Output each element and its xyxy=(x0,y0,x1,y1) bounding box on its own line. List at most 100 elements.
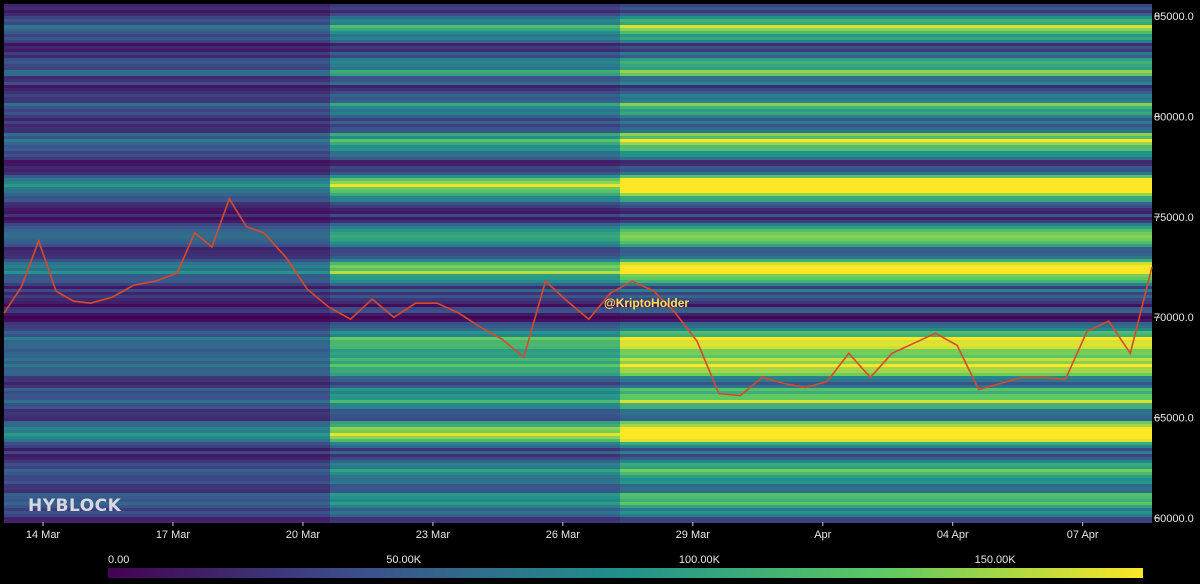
heat-cell xyxy=(330,31,620,34)
heat-cell xyxy=(330,418,620,421)
heat-cell xyxy=(330,220,620,223)
heat-cell xyxy=(4,259,330,262)
heat-cell xyxy=(330,10,620,13)
heat-cell xyxy=(620,211,1152,214)
heat-cell xyxy=(4,502,330,505)
heat-cell xyxy=(620,67,1152,70)
heat-cell xyxy=(330,403,620,406)
heat-cell xyxy=(330,454,620,457)
heat-cell xyxy=(330,496,620,499)
heat-cell xyxy=(4,37,330,40)
heat-cell xyxy=(4,121,330,124)
heat-cell xyxy=(620,235,1152,238)
heat-cell xyxy=(4,49,330,52)
heat-cell xyxy=(330,217,620,220)
heat-cell xyxy=(4,520,330,523)
heat-cell xyxy=(4,154,330,157)
heat-cell xyxy=(620,511,1152,514)
heat-cell xyxy=(620,220,1152,223)
heat-cell xyxy=(330,244,620,247)
heat-cell xyxy=(620,208,1152,211)
heat-cell xyxy=(4,409,330,412)
heat-cell xyxy=(620,19,1152,22)
heat-cell xyxy=(330,133,620,136)
heat-cell xyxy=(330,421,620,424)
heat-cell xyxy=(330,232,620,235)
heat-cell xyxy=(620,193,1152,196)
heat-cell xyxy=(330,142,620,145)
heat-cell xyxy=(4,430,330,433)
heat-cell xyxy=(4,463,330,466)
heat-cell xyxy=(4,133,330,136)
heat-cell xyxy=(330,250,620,253)
heat-cell xyxy=(620,274,1152,277)
heat-cell xyxy=(330,43,620,46)
heat-cell xyxy=(330,304,620,307)
heat-cell xyxy=(620,265,1152,268)
heat-cell xyxy=(620,94,1152,97)
heat-cell xyxy=(330,475,620,478)
heat-cell xyxy=(4,268,330,271)
heat-cell xyxy=(620,163,1152,166)
heat-cell xyxy=(4,130,330,133)
heat-cell xyxy=(4,34,330,37)
colorbar-gradient xyxy=(108,568,1143,578)
heat-cell xyxy=(330,85,620,88)
y-tick-label: 75000.0 xyxy=(1154,212,1194,224)
heat-cell xyxy=(330,379,620,382)
heat-cell xyxy=(620,490,1152,493)
heat-cell xyxy=(330,307,620,310)
heat-cell xyxy=(330,46,620,49)
heat-cell xyxy=(4,379,330,382)
heat-cell xyxy=(620,34,1152,37)
heat-cell xyxy=(4,310,330,313)
heat-cell xyxy=(620,16,1152,19)
heat-cell xyxy=(4,433,330,436)
heat-cell xyxy=(330,34,620,37)
heat-cell xyxy=(4,454,330,457)
heat-cell xyxy=(620,118,1152,121)
watermark-label: @KriptoHolder xyxy=(604,296,689,310)
heat-cell xyxy=(330,451,620,454)
heat-cell xyxy=(4,499,330,502)
y-tick-label: 85000.0 xyxy=(1154,11,1194,23)
heat-cell xyxy=(4,307,330,310)
heat-cell xyxy=(4,325,330,328)
x-tick-label: 26 Mar xyxy=(546,529,581,541)
heat-cell xyxy=(620,49,1152,52)
x-axis: 14 Mar 17 Mar 20 Mar 23 Mar 26 Mar 29 Mar Apr 0… xyxy=(26,522,1099,541)
heat-cell xyxy=(330,196,620,199)
heat-cell xyxy=(620,154,1152,157)
heat-cell xyxy=(620,322,1152,325)
heat-cell xyxy=(330,58,620,61)
heat-cell xyxy=(620,97,1152,100)
heat-cell xyxy=(330,181,620,184)
heat-cell xyxy=(4,346,330,349)
heat-cell xyxy=(620,22,1152,25)
heat-cell xyxy=(330,88,620,91)
heat-cell xyxy=(330,154,620,157)
heat-cell xyxy=(4,304,330,307)
heat-cell xyxy=(620,4,1152,7)
heat-cell xyxy=(4,205,330,208)
heat-cell xyxy=(4,472,330,475)
heat-cell xyxy=(620,157,1152,160)
heat-cell xyxy=(620,178,1152,181)
heat-cell xyxy=(4,415,330,418)
heat-cell xyxy=(330,268,620,271)
colorbar-tick-label: 100.00K xyxy=(679,554,721,566)
heat-cell xyxy=(330,190,620,193)
heat-cell xyxy=(4,238,330,241)
heat-cell xyxy=(4,94,330,97)
heat-cell xyxy=(4,139,330,142)
heat-cell xyxy=(620,271,1152,274)
heat-cell xyxy=(4,178,330,181)
heat-cell xyxy=(330,481,620,484)
heat-cell xyxy=(330,493,620,496)
heat-cell xyxy=(4,199,330,202)
heat-cell xyxy=(620,283,1152,286)
heat-cell xyxy=(330,19,620,22)
heat-cell xyxy=(330,259,620,262)
heat-cell xyxy=(4,4,330,7)
